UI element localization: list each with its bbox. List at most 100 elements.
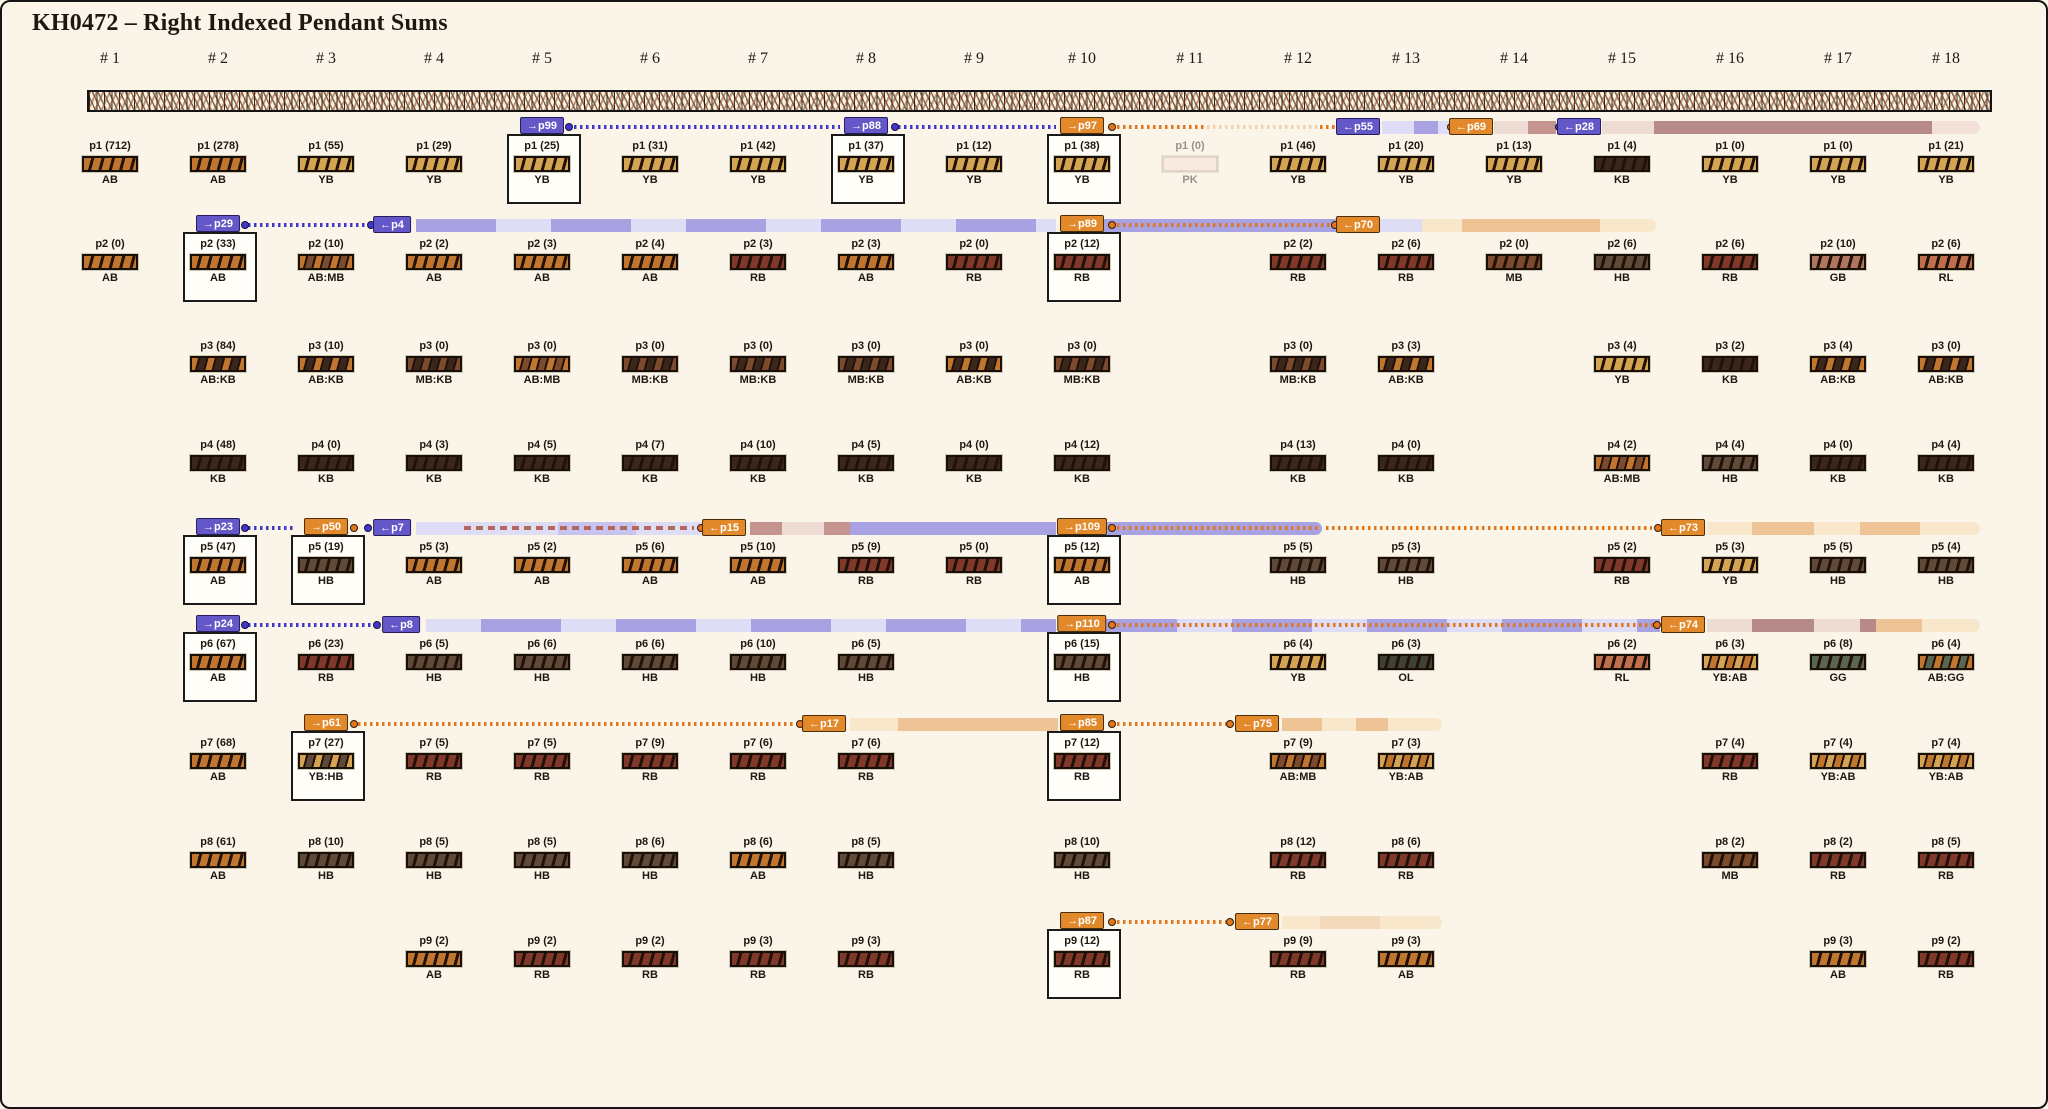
link-badge[interactable]: →p87	[1060, 912, 1104, 929]
connector-band	[1752, 618, 1814, 632]
link-badge[interactable]: →p50	[304, 518, 348, 535]
link-badge[interactable]: ←p69	[1449, 118, 1493, 135]
cell-count-label: p4 (0)	[959, 439, 989, 451]
pendant-cell: p4 (10) KB	[704, 438, 812, 487]
link-badge[interactable]: ←p28	[1557, 118, 1601, 135]
color-swatch	[1377, 253, 1435, 271]
link-badge[interactable]: ←p77	[1235, 913, 1279, 930]
pendant-cell: p7 (5) RB	[380, 736, 488, 785]
link-badge[interactable]: →p29	[196, 215, 240, 232]
connector-band	[416, 218, 1056, 232]
cell-color-code: RB	[534, 969, 550, 981]
link-badge[interactable]: →p61	[304, 714, 348, 731]
link-badge[interactable]: ←p17	[802, 715, 846, 732]
color-swatch	[1377, 950, 1435, 968]
link-badge[interactable]: →p97	[1060, 117, 1104, 134]
cell-color-code: RB	[1074, 272, 1090, 284]
link-badge[interactable]: ←p73	[1661, 519, 1705, 536]
cell-count-label: p3 (84)	[200, 340, 236, 352]
pendant-cell: →p87 p9 (12) RB	[1028, 912, 1136, 999]
cell-color-code: HB	[1722, 473, 1738, 485]
color-swatch	[1701, 155, 1759, 173]
cell-count-label: p7 (6)	[851, 737, 881, 749]
connector-band	[1654, 120, 1932, 134]
cell-count-label: p1 (55)	[308, 140, 344, 152]
color-swatch	[297, 355, 355, 373]
link-badge[interactable]: ←p75	[1235, 715, 1279, 732]
column-header: # 4	[424, 50, 444, 67]
cell-color-code: AB:KB	[1820, 374, 1856, 386]
cell-count-label: p6 (15)	[1064, 638, 1100, 650]
link-badge[interactable]: →p109	[1056, 518, 1108, 535]
cell-color-code: AB	[210, 272, 226, 284]
color-swatch	[189, 155, 247, 173]
color-swatch	[621, 155, 679, 173]
link-badge[interactable]: ←p55	[1336, 118, 1380, 135]
link-badge[interactable]: →p110	[1057, 615, 1107, 632]
pendant-cell: p3 (0) MB:KB	[596, 339, 704, 388]
color-swatch	[1269, 950, 1327, 968]
cell-count-label: p2 (0)	[959, 238, 989, 250]
cell-color-code: KB	[642, 473, 658, 485]
cell-color-code: YB:AB	[1712, 672, 1748, 684]
pendant-cell: p2 (6) HB	[1568, 237, 1676, 286]
cell-color-code: HB	[1074, 672, 1090, 684]
link-badge[interactable]: →p24	[196, 615, 240, 632]
link-badge[interactable]: →p23	[196, 518, 240, 535]
color-swatch	[1917, 454, 1975, 472]
cell-color-code: YB	[858, 174, 874, 186]
cell-count-label: p2 (0)	[1499, 238, 1529, 250]
color-swatch	[621, 556, 679, 574]
color-swatch	[621, 950, 679, 968]
cell-count-label: p3 (4)	[1607, 340, 1637, 352]
pendant-cell: p8 (6) RB	[1352, 835, 1460, 884]
connector-dots	[1117, 722, 1226, 726]
link-badge[interactable]: ←p15	[702, 519, 746, 536]
link-badge[interactable]: →p89	[1060, 215, 1104, 232]
cell-color-code: AB	[210, 672, 226, 684]
color-swatch	[189, 253, 247, 271]
cell-color-code: RB	[1074, 969, 1090, 981]
connector-dots	[1117, 920, 1226, 924]
pendant-cell: p9 (2) RB	[1892, 934, 2000, 983]
pendant-cell: p5 (10) AB	[704, 540, 812, 589]
connector-dots	[1117, 125, 1207, 129]
cell-count-label: p2 (10)	[308, 238, 344, 250]
cell-count-label: p6 (2)	[1607, 638, 1637, 650]
cell-count-label: p7 (4)	[1823, 737, 1853, 749]
cell-count-label: p7 (6)	[743, 737, 773, 749]
cell-color-code: YB	[966, 174, 982, 186]
color-swatch	[189, 454, 247, 472]
color-swatch	[1485, 253, 1543, 271]
pendant-cell: p5 (9) RB	[812, 540, 920, 589]
column-header: # 1	[100, 50, 120, 67]
connector-dots	[1207, 125, 1320, 129]
link-badge[interactable]: ←p7	[373, 519, 411, 536]
cell-count-label: p1 (42)	[740, 140, 776, 152]
connector-band	[1322, 717, 1356, 731]
pendant-cell: p4 (3) KB	[380, 438, 488, 487]
link-badge[interactable]: ←p4	[373, 216, 411, 233]
column-header: # 3	[316, 50, 336, 67]
cell-color-code: KB	[1614, 174, 1630, 186]
pendant-cell: →p85 p7 (12) RB	[1028, 714, 1136, 801]
link-badge[interactable]: ←p8	[382, 616, 420, 633]
link-badge[interactable]: →p99	[520, 117, 564, 134]
cell-color-code: AB	[426, 969, 442, 981]
cell-color-code: AB	[1074, 575, 1090, 587]
cell-color-code: HB	[642, 672, 658, 684]
cell-count-label: p6 (3)	[1391, 638, 1421, 650]
link-badge[interactable]: ←p70	[1336, 216, 1380, 233]
color-swatch	[621, 454, 679, 472]
pendant-cell: p4 (0) KB	[272, 438, 380, 487]
color-swatch	[1701, 851, 1759, 869]
pendant-cell: p5 (3) YB	[1676, 540, 1784, 589]
column-header: # 9	[964, 50, 984, 67]
link-badge[interactable]: →p85	[1060, 714, 1104, 731]
color-swatch	[945, 454, 1003, 472]
link-badge[interactable]: ←p74	[1661, 616, 1705, 633]
cell-color-code: RB	[642, 771, 658, 783]
link-badge[interactable]: →p88	[844, 117, 888, 134]
pendant-cell: p2 (4) AB	[596, 237, 704, 286]
cell-color-code: HB	[858, 870, 874, 882]
